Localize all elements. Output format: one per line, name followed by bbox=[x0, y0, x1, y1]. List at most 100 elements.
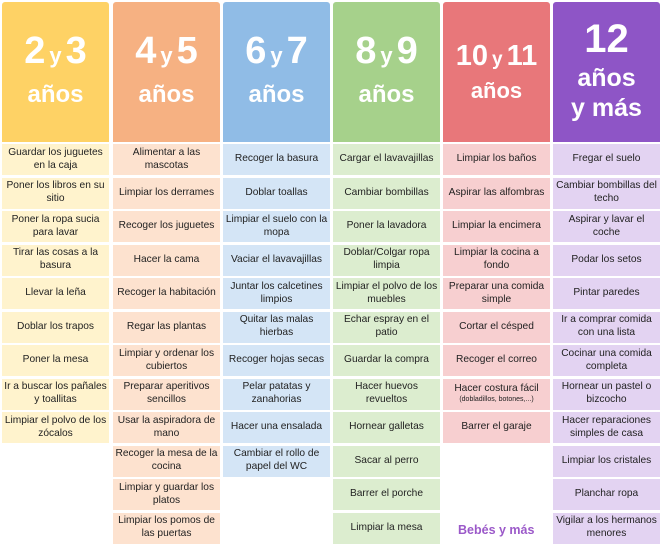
task-label: Hacer huevos revueltos bbox=[355, 381, 418, 405]
task-label: Hacer una ensalada bbox=[230, 421, 323, 433]
task-cell: Sacar al perro bbox=[333, 445, 440, 477]
task-label: Poner la ropa sucia para lavar bbox=[11, 213, 100, 238]
task-cell: Planchar ropa bbox=[553, 479, 660, 510]
task-label: Limpiar el polvo de los muebles bbox=[335, 280, 438, 305]
task-cell: Poner la mesa bbox=[2, 345, 109, 376]
task-label: Guardar los juguetes en la caja bbox=[8, 146, 103, 171]
task-cell: Aspirar las alfombras bbox=[443, 177, 550, 209]
age-range: 10 y 11 bbox=[456, 42, 538, 71]
task-label: Hacer costura fácil bbox=[454, 383, 539, 395]
task-cell: Hacer huevos revueltos bbox=[333, 378, 440, 410]
task-cell: Limpiar y guardar los platos bbox=[113, 479, 220, 510]
task-list: Recoger la basura Doblar toallas Limpiar e… bbox=[223, 144, 330, 477]
task-label: Ir a buscar los pañales y toallitas bbox=[4, 381, 107, 405]
task-cell: Pelar patatas y zanahorias bbox=[223, 378, 330, 410]
task-label: Cortar el césped bbox=[459, 320, 534, 332]
age-connector: y bbox=[380, 43, 393, 69]
task-cell: Limpiar los pomos de las puertas bbox=[113, 512, 220, 544]
task-cell: Limpiar el polvo de los zócalos bbox=[2, 412, 109, 443]
task-label: Cambiar bombillas del techo bbox=[556, 180, 657, 204]
task-label: Limpiar los pomos de las puertas bbox=[118, 515, 215, 539]
task-cell: Preparar una comida simple bbox=[443, 278, 550, 309]
task-cell: Cargar el lavavajillas bbox=[333, 144, 440, 175]
age-to: 3 bbox=[65, 30, 87, 73]
task-label: Limpiar los cristales bbox=[561, 454, 652, 466]
task-cell: Cambiar bombillas del techo bbox=[553, 177, 660, 209]
task-cell: Poner los libros en su sitio bbox=[2, 177, 109, 209]
task-label: Preparar aperitivos sencillos bbox=[123, 381, 210, 405]
task-label: Hacer la cama bbox=[133, 253, 200, 265]
task-cell: Preparar aperitivos sencillos bbox=[113, 378, 220, 410]
age-connector: y bbox=[270, 43, 283, 69]
task-cell: Vigilar a los hermanos menores bbox=[553, 512, 660, 544]
task-cell: Recoger los juguetes bbox=[113, 211, 220, 242]
task-list: Alimentar a las mascotas Limpiar los derr… bbox=[113, 144, 220, 544]
task-label: Poner los libros en su sitio bbox=[6, 180, 105, 204]
task-cell: Hornear galletas bbox=[333, 412, 440, 443]
task-label: Limpiar los baños bbox=[456, 153, 537, 165]
task-label: Cargar el lavavajillas bbox=[339, 153, 434, 165]
task-label: Recoger hojas secas bbox=[228, 354, 325, 366]
age-unit: años bbox=[470, 78, 523, 103]
task-label: Poner la mesa bbox=[22, 354, 89, 366]
task-cell: Cortar el césped bbox=[443, 311, 550, 343]
task-cell: Limpiar la cocina a fondo bbox=[443, 244, 550, 276]
task-label: Hornear galletas bbox=[349, 421, 424, 433]
task-cell: Recoger hojas secas bbox=[223, 345, 330, 376]
task-list: Limpiar los baños Aspirar las alfombras Li… bbox=[443, 144, 550, 443]
age-unit: años bbox=[248, 81, 305, 109]
age-to: 7 bbox=[286, 30, 308, 73]
task-cell: Limpiar el suelo con la mopa bbox=[223, 211, 330, 242]
task-label: Doblar toallas bbox=[245, 186, 308, 198]
task-label: Echar espray en el patio bbox=[344, 314, 429, 338]
task-label: Preparar una comida simple bbox=[448, 280, 545, 305]
task-label: Regar las plantas bbox=[126, 320, 207, 332]
task-cell: Alimentar a las mascotas bbox=[113, 144, 220, 175]
task-cell: Doblar los trapos bbox=[2, 311, 109, 343]
age-unit: años bbox=[577, 63, 636, 92]
age-plus: y más bbox=[571, 94, 642, 122]
task-label: Hornear un pastel o bizcocho bbox=[561, 381, 652, 405]
task-label: Planchar ropa bbox=[574, 488, 639, 500]
task-cell: Limpiar la mesa bbox=[333, 512, 440, 544]
age-from: 12 bbox=[584, 16, 629, 61]
task-label: Llevar la leña bbox=[25, 287, 86, 299]
task-cell: Ir a comprar comida con una lista bbox=[553, 311, 660, 343]
task-label: Tirar las cosas a la basura bbox=[12, 247, 99, 271]
age-column-4: 10 y 11 años Limpiar los baños Aspirar las al… bbox=[443, 2, 550, 443]
age-header: 6 y 7 años bbox=[223, 2, 330, 142]
task-label: Recoger el correo bbox=[456, 354, 537, 366]
age-column-3: 8 y 9 años Cargar el lavavajillas Cambiar bom… bbox=[333, 2, 440, 544]
task-cell: Recoger el correo bbox=[443, 345, 550, 376]
age-to: 5 bbox=[176, 30, 198, 73]
task-label: Limpiar la mesa bbox=[350, 521, 423, 533]
task-label: Quitar las malas hierbas bbox=[239, 314, 314, 338]
task-cell: Hacer una ensalada bbox=[223, 412, 330, 443]
task-label: Recoger la habitación bbox=[117, 287, 216, 299]
brand-logo-text: Bebés y más bbox=[458, 523, 535, 537]
task-label: Juntar los calcetines limpios bbox=[230, 280, 323, 305]
task-cell: Doblar/Colgar ropa limpia bbox=[333, 244, 440, 276]
task-label: Alimentar a las mascotas bbox=[132, 146, 201, 171]
task-label: Doblar/Colgar ropa limpia bbox=[343, 247, 430, 271]
task-label: Recoger la basura bbox=[234, 153, 319, 165]
task-cell: Podar los setos bbox=[553, 244, 660, 276]
task-label: Limpiar y guardar los platos bbox=[118, 481, 215, 506]
task-cell: Limpiar los derrames bbox=[113, 177, 220, 209]
task-label: Aspirar y lavar el coche bbox=[568, 213, 645, 238]
age-header: 8 y 9 años bbox=[333, 2, 440, 142]
task-cell: Tirar las cosas a la basura bbox=[2, 244, 109, 276]
age-column-5: 12 años y más Fregar el suelo Cambiar bombil… bbox=[553, 2, 660, 544]
task-cell: Barrer el porche bbox=[333, 479, 440, 510]
task-cell: Juntar los calcetines limpios bbox=[223, 278, 330, 309]
task-label: Limpiar y ordenar los cubiertos bbox=[118, 347, 215, 372]
task-cell: Pintar paredes bbox=[553, 278, 660, 309]
task-list: Guardar los juguetes en la caja Poner los… bbox=[2, 144, 109, 443]
age-unit: años bbox=[27, 81, 84, 109]
task-label: Fregar el suelo bbox=[572, 153, 641, 165]
task-label: Vigilar a los hermanos menores bbox=[556, 515, 657, 539]
task-label: Limpiar la encimera bbox=[452, 220, 541, 232]
task-cell: Aspirar y lavar el coche bbox=[553, 211, 660, 242]
